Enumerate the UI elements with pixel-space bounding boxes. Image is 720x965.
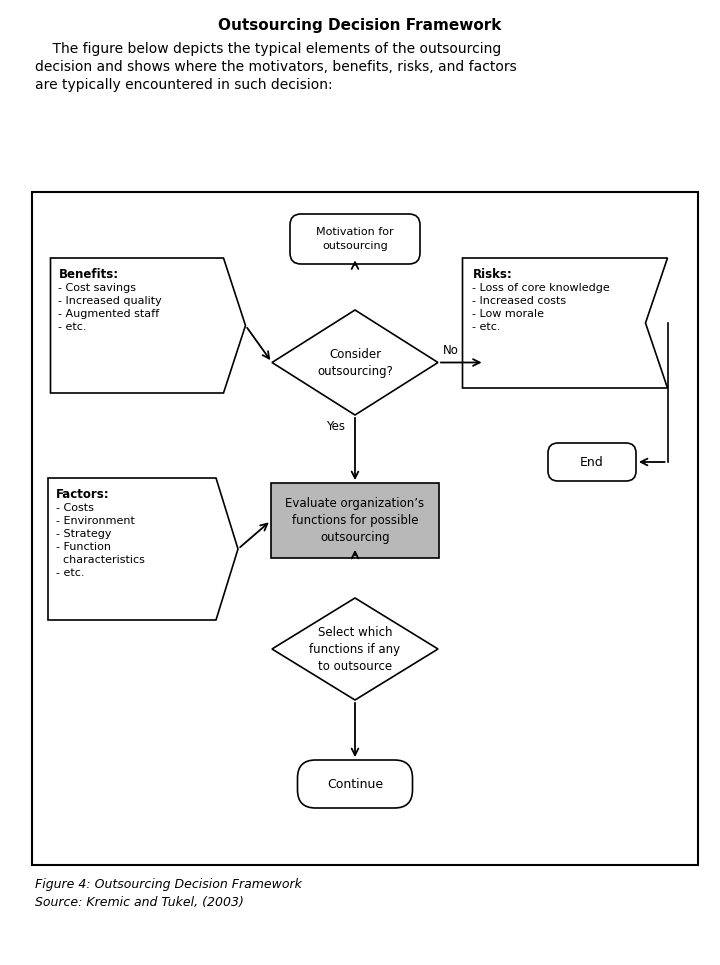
Text: End: End (580, 455, 604, 468)
FancyBboxPatch shape (548, 443, 636, 481)
FancyBboxPatch shape (297, 760, 413, 808)
Text: - Cost savings: - Cost savings (58, 283, 137, 293)
Polygon shape (272, 598, 438, 700)
Text: Evaluate organization’s
functions for possible
outsourcing: Evaluate organization’s functions for po… (285, 497, 425, 544)
Text: - Function: - Function (56, 542, 111, 552)
Text: - etc.: - etc. (472, 322, 501, 332)
Text: Consider
outsourcing?: Consider outsourcing? (317, 347, 393, 377)
Text: Factors:: Factors: (56, 488, 109, 501)
Text: Source: Kremic and Tukel, (2003): Source: Kremic and Tukel, (2003) (35, 896, 244, 909)
Text: - Low morale: - Low morale (472, 309, 544, 319)
Text: Select which
functions if any
to outsource: Select which functions if any to outsour… (310, 625, 400, 673)
Polygon shape (462, 258, 667, 388)
Text: The figure below depicts the typical elements of the outsourcing: The figure below depicts the typical ele… (35, 42, 501, 56)
Text: decision and shows where the motivators, benefits, risks, and factors: decision and shows where the motivators,… (35, 60, 517, 74)
Text: - Environment: - Environment (56, 516, 135, 526)
Text: - Increased costs: - Increased costs (472, 296, 567, 306)
Polygon shape (48, 478, 238, 620)
Text: Risks:: Risks: (472, 268, 512, 281)
Text: - etc.: - etc. (58, 322, 87, 332)
Text: characteristics: characteristics (56, 555, 145, 565)
Text: Outsourcing Decision Framework: Outsourcing Decision Framework (218, 18, 502, 33)
Text: - Strategy: - Strategy (56, 529, 112, 539)
Text: - Increased quality: - Increased quality (58, 296, 162, 306)
Text: Motivation for
outsourcing: Motivation for outsourcing (316, 228, 394, 251)
Text: - etc.: - etc. (56, 568, 84, 578)
Text: - Loss of core knowledge: - Loss of core knowledge (472, 283, 611, 293)
Text: No: No (443, 344, 459, 356)
Text: Yes: Yes (326, 420, 345, 433)
Text: - Costs: - Costs (56, 503, 94, 513)
Text: Figure 4: Outsourcing Decision Framework: Figure 4: Outsourcing Decision Framework (35, 878, 302, 891)
Polygon shape (50, 258, 246, 393)
Polygon shape (272, 310, 438, 415)
Text: - Augmented staff: - Augmented staff (58, 309, 160, 319)
Bar (271, 483, 439, 558)
Text: Benefits:: Benefits: (58, 268, 119, 281)
Bar (32, 192, 698, 865)
FancyBboxPatch shape (290, 214, 420, 264)
Text: Continue: Continue (327, 778, 383, 790)
Text: are typically encountered in such decision:: are typically encountered in such decisi… (35, 78, 333, 92)
